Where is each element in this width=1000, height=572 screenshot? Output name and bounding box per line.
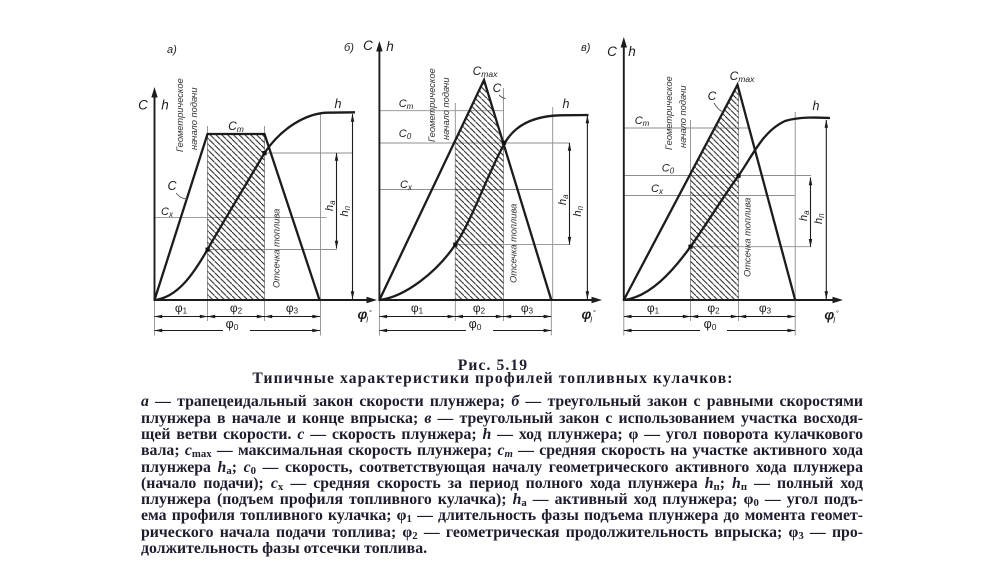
- svg-text:h: h: [335, 97, 342, 111]
- svg-text:φ3: φ3: [759, 301, 772, 316]
- svg-text:h: h: [161, 98, 169, 113]
- svg-text:C0: C0: [662, 163, 675, 176]
- svg-text:C: C: [363, 38, 373, 53]
- svg-text:начало подачи: начало подачи: [678, 86, 688, 149]
- svg-text:φ: φ: [358, 306, 368, 322]
- svg-text:начало подачи: начало подачи: [441, 78, 451, 141]
- svg-text:hа: hа: [324, 200, 337, 211]
- svg-text:Cx: Cx: [161, 206, 174, 219]
- svg-text:h: h: [628, 44, 636, 59]
- svg-text:φ2: φ2: [473, 301, 486, 316]
- svg-text:h: h: [563, 97, 570, 111]
- svg-text:б): б): [344, 42, 354, 54]
- svg-text:φ3: φ3: [521, 301, 534, 316]
- svg-text:Отсечка топлива: Отсечка топлива: [509, 204, 519, 283]
- svg-text:Отсечка топлива: Отсечка топлива: [272, 209, 282, 288]
- svg-text:°: °: [593, 308, 596, 317]
- svg-text:l: l: [833, 316, 835, 325]
- svg-text:C: C: [167, 179, 177, 193]
- svg-text:Cmax: Cmax: [730, 69, 755, 84]
- svg-text:C: C: [607, 44, 617, 59]
- svg-text:Геометрическое: Геометрическое: [664, 76, 674, 150]
- svg-text:Cm: Cm: [228, 119, 244, 134]
- svg-text:φ: φ: [582, 306, 592, 322]
- svg-text:начало подачи: начало подачи: [189, 88, 199, 151]
- svg-text:l: l: [590, 315, 592, 324]
- svg-text:Cx: Cx: [400, 179, 413, 192]
- svg-text:Cmax: Cmax: [473, 64, 498, 79]
- svg-text:в): в): [581, 42, 591, 54]
- svg-text:hп: hп: [572, 205, 585, 216]
- svg-text:C: C: [708, 89, 717, 103]
- svg-text:C0: C0: [399, 128, 412, 141]
- svg-text:φ0: φ0: [226, 317, 239, 332]
- svg-text:φ3: φ3: [286, 301, 299, 316]
- svg-text:φ2: φ2: [707, 301, 720, 316]
- svg-text:l: l: [366, 315, 368, 324]
- svg-text:φ: φ: [824, 307, 834, 323]
- svg-text:h: h: [813, 99, 820, 113]
- svg-text:hп: hп: [813, 213, 826, 224]
- svg-text:φ1: φ1: [647, 301, 660, 316]
- svg-text:Геометрическое: Геометрическое: [427, 68, 437, 142]
- svg-text:hа: hа: [557, 194, 570, 205]
- svg-text:°: °: [836, 309, 839, 318]
- svg-text:Cx: Cx: [651, 183, 664, 196]
- svg-text:Отсечка топлива: Отсечка топлива: [743, 198, 753, 277]
- svg-text:Cm: Cm: [635, 115, 650, 128]
- svg-text:φ2: φ2: [230, 301, 243, 316]
- svg-text:h: h: [386, 39, 394, 54]
- svg-text:hа: hа: [798, 210, 811, 221]
- svg-text:φ0: φ0: [704, 317, 717, 332]
- svg-text:Геометрическое: Геометрическое: [175, 78, 185, 152]
- svg-text:φ1: φ1: [175, 301, 188, 316]
- svg-text:°: °: [369, 308, 372, 317]
- svg-text:C: C: [138, 98, 148, 113]
- svg-text:C: C: [493, 81, 502, 95]
- svg-text:φ0: φ0: [469, 317, 482, 332]
- svg-text:φ1: φ1: [411, 301, 424, 316]
- svg-text:hп: hп: [339, 205, 352, 216]
- svg-text:а): а): [167, 44, 177, 56]
- svg-text:Cm: Cm: [399, 98, 414, 111]
